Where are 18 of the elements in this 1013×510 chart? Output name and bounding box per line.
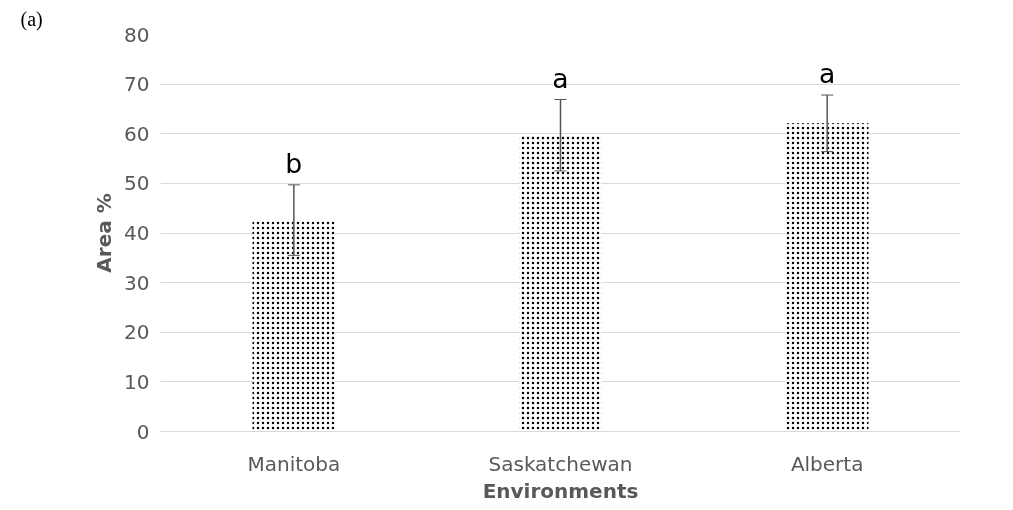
annotation: a bbox=[552, 62, 569, 94]
y-tick-label: 40 bbox=[124, 221, 150, 245]
y-tick-label: 0 bbox=[136, 419, 150, 444]
text: (a) bbox=[20, 7, 43, 31]
y-tick-label: 50 bbox=[124, 171, 150, 196]
y-tick-label: 70 bbox=[124, 72, 150, 97]
x-axis-title: Environments bbox=[482, 478, 639, 503]
annotation: b bbox=[285, 147, 303, 179]
annotation: a bbox=[819, 58, 836, 90]
x-tick-label: Alberta bbox=[790, 451, 864, 476]
y-tick-label: 60 bbox=[124, 121, 150, 146]
y-tick-label: 10 bbox=[124, 369, 150, 394]
y-tick-label: 80 bbox=[124, 22, 150, 47]
x-tick-label: Manitoba bbox=[247, 451, 341, 476]
y-tick-label: 20 bbox=[124, 320, 150, 345]
y-axis-title: Area % bbox=[92, 193, 117, 273]
x-tick-label: Saskatchewan bbox=[488, 451, 633, 476]
y-tick-label: 30 bbox=[124, 270, 150, 295]
